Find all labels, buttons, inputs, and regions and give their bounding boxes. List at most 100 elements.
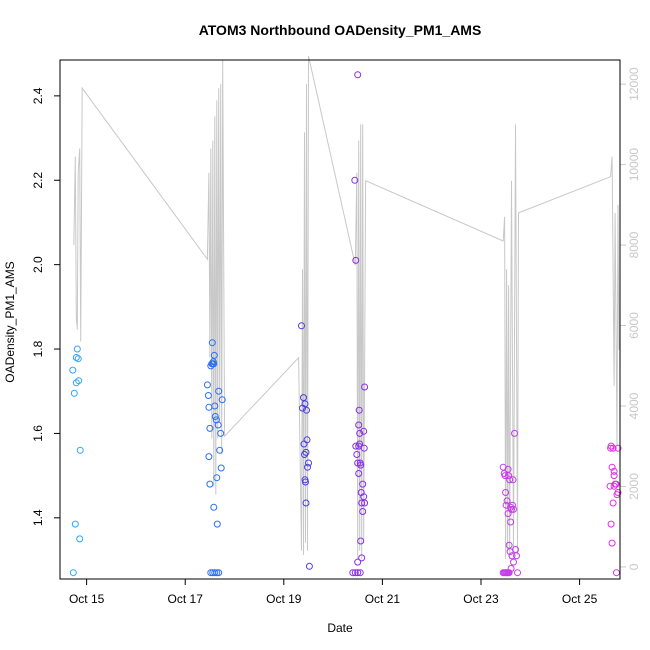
y-tick-label: 2.0 (31, 256, 45, 273)
data-point (358, 499, 366, 507)
data-point (71, 520, 79, 528)
altitude-line (73, 55, 620, 559)
data-point (303, 406, 310, 414)
series-2 (203, 339, 226, 577)
data-point (506, 476, 514, 484)
data-point (355, 421, 363, 429)
data-point (357, 537, 365, 545)
y-tick-label: 2.2 (31, 172, 45, 189)
data-point (69, 366, 77, 374)
data-point (359, 480, 367, 488)
x-tick-label: Oct 19 (266, 592, 302, 606)
data-point (213, 474, 221, 482)
data-point (505, 472, 513, 480)
y-tick-label: 1.8 (31, 340, 45, 357)
data-point (357, 461, 365, 469)
points-layer (69, 71, 622, 577)
chart-title: ATOM3 Northbound OADensity_PM1_AMS (199, 22, 482, 38)
right-tick-label: 8000 (627, 231, 641, 258)
data-point (217, 429, 225, 437)
data-point (303, 436, 311, 444)
data-point (302, 499, 310, 507)
data-point (215, 387, 223, 395)
series-1 (69, 345, 84, 577)
right-tick-label: 12000 (627, 67, 641, 101)
data-point (610, 472, 618, 480)
y-tick-label: 1.6 (31, 425, 45, 442)
data-point (300, 394, 307, 402)
data-point (513, 552, 520, 560)
data-point (509, 501, 516, 509)
data-point (514, 569, 521, 577)
data-point (609, 444, 617, 452)
data-point (76, 535, 84, 543)
data-point (355, 470, 363, 477)
data-point (609, 499, 617, 507)
right-tick-label: 2000 (627, 473, 641, 500)
data-point (214, 421, 222, 429)
data-point (206, 424, 214, 432)
data-point (360, 427, 368, 435)
series-4 (349, 71, 369, 577)
data-point (353, 451, 361, 458)
data-point (505, 569, 513, 577)
data-point (351, 176, 359, 184)
data-point (211, 402, 219, 410)
data-point (606, 482, 614, 490)
data-point (301, 400, 309, 408)
data-point (305, 562, 313, 570)
data-point (509, 476, 517, 484)
data-point (73, 345, 81, 353)
data-point (206, 480, 214, 488)
data-point (217, 464, 225, 472)
data-point (203, 381, 211, 389)
data-point (356, 440, 364, 448)
data-point (510, 558, 517, 566)
right-tick-label: 0 (627, 563, 641, 570)
data-point (213, 520, 221, 528)
data-point (507, 518, 515, 526)
x-tick-label: Oct 15 (69, 592, 105, 606)
data-point (354, 569, 362, 577)
data-point (210, 351, 218, 359)
data-point (75, 377, 83, 385)
data-point (358, 554, 366, 562)
data-point (511, 429, 518, 437)
x-tick-label: Oct 21 (365, 592, 401, 606)
data-point (304, 463, 311, 471)
data-point (72, 354, 80, 361)
data-point (504, 510, 512, 518)
data-point (211, 569, 219, 577)
data-point (74, 355, 82, 363)
data-point (208, 339, 216, 347)
data-point (76, 446, 84, 454)
data-point (355, 406, 363, 414)
data-point (352, 256, 360, 264)
data-point (508, 552, 516, 560)
right-tick-label: 10000 (627, 148, 641, 182)
data-point (608, 463, 616, 471)
x-tick-label: Oct 25 (562, 592, 598, 606)
data-point (505, 541, 513, 549)
data-point (205, 453, 213, 461)
data-point (503, 497, 511, 505)
data-point (69, 569, 77, 577)
data-point (354, 71, 362, 79)
y-tick-label: 2.4 (31, 87, 45, 104)
data-point (608, 539, 616, 547)
data-point (70, 389, 78, 397)
data-point (356, 429, 364, 437)
data-point (349, 569, 357, 577)
data-point (218, 396, 226, 404)
data-point (360, 444, 368, 452)
data-point (502, 489, 510, 496)
x-axis-label: Date (327, 621, 353, 635)
data-point (215, 569, 223, 577)
data-point (305, 459, 312, 467)
data-point (213, 569, 221, 577)
data-point (507, 565, 515, 572)
data-point (301, 451, 308, 458)
data-point (510, 505, 517, 513)
